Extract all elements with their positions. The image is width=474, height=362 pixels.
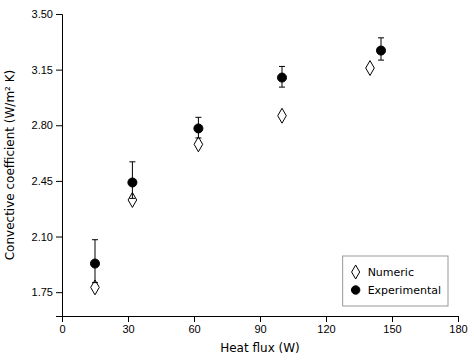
tick: 90: [254, 316, 266, 335]
point: [90, 259, 99, 268]
tick-mark: [56, 237, 62, 238]
tick-mark: [128, 316, 129, 322]
tick-label: 3.50: [32, 8, 53, 20]
y-axis: 1.75 2.10 2.45 2.80 3.15 3.50: [32, 8, 63, 316]
legend: Numeric Experimental: [343, 256, 448, 306]
tick-label: 60: [188, 323, 200, 335]
axis-line: [63, 317, 459, 323]
tick: 30: [122, 316, 134, 335]
y-axis-title: Convective coefficient (W/m² K): [3, 70, 17, 261]
tick: 1.75: [32, 286, 62, 298]
point: [194, 124, 203, 133]
chart: 0 30 60 90 120 150 180 1.75 2.10 2.45 2.80 3.15 3.50…: [0, 0, 474, 362]
tick-mark: [56, 292, 62, 293]
tick-label: 180: [449, 323, 467, 335]
tick: 3.50: [32, 8, 62, 20]
tick: 150: [383, 316, 401, 335]
tick-mark: [56, 125, 62, 126]
axis-line: [56, 15, 63, 317]
legend-box: [343, 256, 448, 306]
tick-label: 2.10: [32, 231, 53, 243]
tick-mark: [56, 14, 62, 15]
point: [366, 61, 375, 76]
tick-label: 150: [383, 323, 401, 335]
x-axis-title: Heat flux (W): [220, 341, 300, 355]
marks: [90, 38, 385, 295]
legend-symbol: [351, 286, 359, 294]
point: [376, 46, 385, 55]
tick: 60: [188, 316, 200, 335]
tick-mark: [392, 316, 393, 322]
tick-label: 1.75: [32, 286, 53, 298]
point: [278, 108, 287, 123]
tick-mark: [326, 316, 327, 322]
tick: 120: [317, 316, 335, 335]
point: [277, 73, 286, 82]
legend-item: Numeric: [352, 265, 414, 279]
point: [128, 178, 137, 187]
tick: 2.80: [32, 119, 62, 131]
plot: 0 30 60 90 120 150 180 1.75 2.10 2.45 2.80 3.15 3.50…: [32, 8, 468, 335]
point: [194, 137, 203, 152]
tick-mark: [260, 316, 261, 322]
tick-label: 90: [254, 323, 266, 335]
series: [91, 61, 375, 295]
tick-label: 2.80: [32, 119, 53, 131]
series: [90, 38, 385, 283]
tick: 2.45: [32, 175, 62, 187]
tick-label: 2.45: [32, 175, 53, 187]
tick-mark: [56, 70, 62, 71]
tick-label: 0: [59, 323, 65, 335]
tick-mark: [194, 316, 195, 322]
tick: 0: [59, 316, 65, 335]
tick-label: 30: [122, 323, 134, 335]
legend-item: Experimental: [351, 284, 441, 297]
tick-mark: [458, 316, 459, 322]
legend-label: Experimental: [368, 284, 441, 297]
tick: 3.15: [32, 64, 62, 76]
tick-label: 3.15: [32, 64, 53, 76]
tick-label: 120: [317, 323, 335, 335]
tick: 180: [449, 316, 467, 335]
x-axis: 0 30 60 90 120 150 180: [59, 316, 467, 335]
tick-mark: [56, 181, 62, 182]
tick: 2.10: [32, 231, 62, 243]
legend-symbol: [352, 265, 360, 279]
legend-label: Numeric: [368, 266, 414, 279]
